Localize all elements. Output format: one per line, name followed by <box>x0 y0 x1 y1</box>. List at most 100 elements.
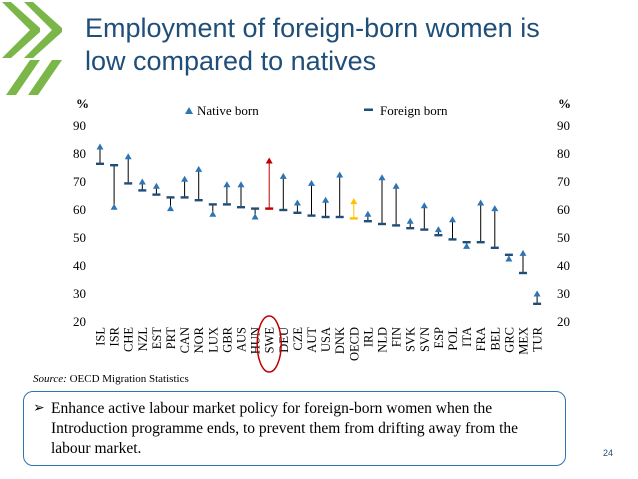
x-tick-label: NOR <box>192 326 206 353</box>
native-born-marker <box>308 179 315 186</box>
legend-native-born: Native born <box>197 103 259 118</box>
x-tick-label: SWE <box>263 327 277 354</box>
foreign-born-marker <box>321 215 330 219</box>
x-tick-label: IRL <box>361 327 375 347</box>
foreign-born-marker <box>138 189 147 192</box>
x-tick-label: PRT <box>164 327 178 350</box>
foreign-born-marker <box>462 241 471 244</box>
foreign-born-marker <box>293 211 302 214</box>
native-born-marker <box>477 199 485 206</box>
oecd-logo <box>2 2 62 95</box>
native-born-marker <box>265 157 273 164</box>
x-tick-label: ITA <box>460 327 474 347</box>
foreign-born-marker <box>335 215 344 219</box>
x-tick-label: AUT <box>305 327 319 353</box>
y-tick-left: 20 <box>73 314 86 329</box>
x-tick-label: FIN <box>390 327 404 347</box>
callout-text: Enhance active labour market policy for … <box>51 400 519 457</box>
foreign-born-marker <box>208 203 217 206</box>
native-born-marker <box>96 143 104 150</box>
y-unit-left: % <box>76 96 89 111</box>
native-born-marker <box>209 210 217 217</box>
page-number: 24 <box>603 448 614 458</box>
foreign-born-marker <box>392 224 401 227</box>
foreign-born-marker <box>194 199 203 202</box>
foreign-born-marker <box>152 193 161 196</box>
x-tick-label: DEU <box>277 327 291 353</box>
y-tick-right: 90 <box>557 118 570 133</box>
native-born-marker <box>406 217 414 224</box>
logo-chevron-1 <box>2 2 40 58</box>
native-born-marker <box>519 249 527 256</box>
source-text: OECD Migration Statistics <box>66 373 189 385</box>
y-tick-right: 60 <box>557 202 570 217</box>
native-born-marker <box>195 165 203 172</box>
x-tick-label: FRA <box>474 327 488 351</box>
foreign-born-marker <box>533 302 542 305</box>
native-born-marker <box>167 205 174 212</box>
foreign-born-marker <box>279 208 288 212</box>
foreign-born-marker <box>490 246 499 249</box>
foreign-born-marker <box>265 207 274 210</box>
foreign-born-marker <box>420 228 429 231</box>
y-tick-right: 30 <box>557 286 570 301</box>
native-born-marker <box>124 153 132 160</box>
x-tick-label: SVN <box>418 327 432 352</box>
foreign-born-marker <box>180 196 189 199</box>
x-tick-label: CHE <box>122 327 136 352</box>
y-tick-left: 70 <box>73 174 86 189</box>
foreign-born-marker <box>519 271 527 275</box>
foreign-born-marker <box>307 214 316 217</box>
native-born-marker <box>491 205 499 212</box>
foreign-born-marker <box>349 217 358 220</box>
x-tick-label: TUR <box>531 326 545 352</box>
y-tick-left: 30 <box>73 286 86 301</box>
employment-chart: 20 20 30 30 40 40 50 50 60 60 70 70 80 80 90 90% % Native… <box>73 96 571 373</box>
x-tick-label: HUN <box>249 327 263 354</box>
y-tick-right: 40 <box>557 258 570 273</box>
foreign-born-marker <box>406 227 415 230</box>
y-tick-right: 80 <box>557 146 570 161</box>
native-born-marker <box>279 172 287 179</box>
logo-chevron-2 <box>24 2 62 58</box>
native-born-marker <box>110 203 118 210</box>
x-tick-label: SVK <box>404 327 418 352</box>
slide-title: Employment of foreign-born women is low … <box>85 12 625 78</box>
native-born-marker <box>533 290 541 297</box>
y-tick-left: 80 <box>73 146 86 161</box>
native-born-marker <box>505 255 513 262</box>
native-born-marker <box>251 213 259 220</box>
foreign-born-marker <box>434 234 443 237</box>
native-born-marker <box>237 181 245 188</box>
x-tick-label: EST <box>150 327 164 350</box>
native-born-marker <box>449 216 456 223</box>
native-born-marker <box>138 178 146 185</box>
native-born-marker <box>350 198 358 205</box>
arrow-bullet-icon: ➢ <box>33 400 45 416</box>
foreign-born-marker <box>251 207 260 210</box>
x-tick-label: CAN <box>178 327 192 353</box>
y-tick-left: 90 <box>73 118 86 133</box>
x-tick-label: ISL <box>94 327 108 346</box>
x-tick-label: ESP <box>432 327 446 349</box>
foreign-born-marker <box>237 206 245 209</box>
foreign-born-marker <box>448 238 457 241</box>
native-born-marker <box>420 202 428 209</box>
x-tick-label: CZE <box>291 327 305 351</box>
x-tick-label: MEX <box>517 327 531 355</box>
logo-slash-1 <box>6 60 40 95</box>
native-born-marker <box>434 226 442 233</box>
legend-triangle-icon <box>185 107 193 114</box>
native-born-marker <box>223 181 231 188</box>
y-tick-left: 50 <box>73 230 86 245</box>
y-unit-right: % <box>558 96 571 111</box>
foreign-born-marker <box>96 162 104 165</box>
x-tick-label: USA <box>319 327 333 352</box>
foreign-born-marker <box>363 220 372 223</box>
foreign-born-marker <box>222 203 231 206</box>
native-born-marker <box>322 196 330 203</box>
x-tick-label: NZL <box>136 327 150 351</box>
foreign-born-marker <box>110 164 119 167</box>
native-born-marker <box>181 175 189 182</box>
native-born-marker <box>392 182 400 189</box>
